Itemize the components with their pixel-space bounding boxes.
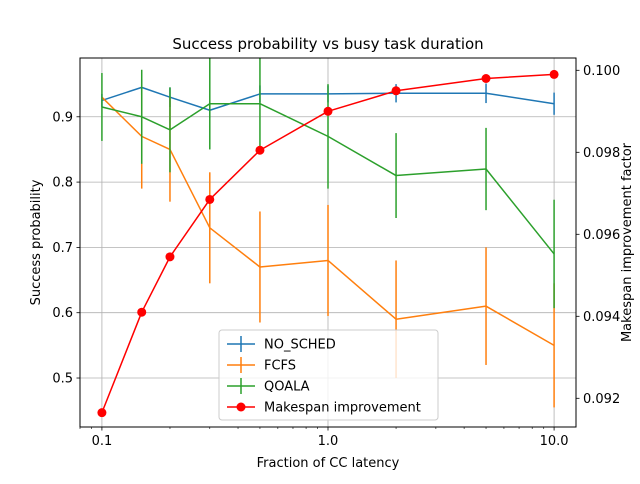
y-tick-label: 0.6 [52, 306, 73, 321]
makespan-improvement-point [137, 307, 147, 317]
y-tick-label: 0.5 [52, 372, 73, 387]
qoala-line [101, 102, 555, 255]
y2-tick-label: 0.092 [583, 392, 620, 407]
y2-tick-label: 0.096 [583, 228, 620, 243]
legend-box [218, 329, 439, 421]
fcfs-line [101, 96, 555, 347]
makespan-improvement-point [255, 145, 265, 155]
makespan-improvement-point [323, 106, 333, 116]
y2-tick-label: 0.098 [583, 146, 620, 161]
makespan-improvement-point [205, 194, 215, 204]
y-tick-label: 0.9 [52, 110, 73, 125]
legend-marker-makespan-improvement [236, 402, 246, 412]
makespan-improvement-point [481, 74, 491, 83]
legend-label-makespan-improvement: Makespan improvement [264, 401, 421, 416]
x-tick-label: 0.1 [92, 434, 113, 449]
makespan-improvement-point [165, 252, 175, 262]
axis-ticks: 0.1 1.0 10.0 0.5 0.6 0.7 0.8 0.9 0.092 0.094 0.096… [52, 64, 620, 449]
makespan-improvement-point [97, 408, 107, 418]
y2-tick-label: 0.094 [583, 310, 620, 325]
y-tick-label: 0.8 [52, 176, 73, 191]
makespan-improvement-point [391, 86, 401, 96]
x-tick-label: 1.0 [318, 434, 339, 449]
y-tick-label: 0.7 [52, 241, 73, 256]
series-group [97, 58, 559, 418]
legend-label-no-sched: NO_SCHED [264, 338, 336, 353]
legend: NO_SCHED FCFS QOALA Makespan improvement [218, 329, 439, 421]
y2-axis-label: Makespan improvement factor [620, 142, 635, 342]
legend-label-qoala: QOALA [264, 380, 310, 395]
chart-title: Success probability vs busy task duratio… [172, 35, 483, 53]
y-axis-label: Success probability [29, 179, 44, 305]
makespan-improvement-point [549, 69, 559, 79]
x-tick-label: 10.0 [540, 434, 569, 449]
legend-label-fcfs: FCFS [264, 359, 296, 374]
y2-tick-label: 0.100 [583, 64, 620, 79]
x-axis-label: Fraction of CC latency [257, 456, 400, 471]
